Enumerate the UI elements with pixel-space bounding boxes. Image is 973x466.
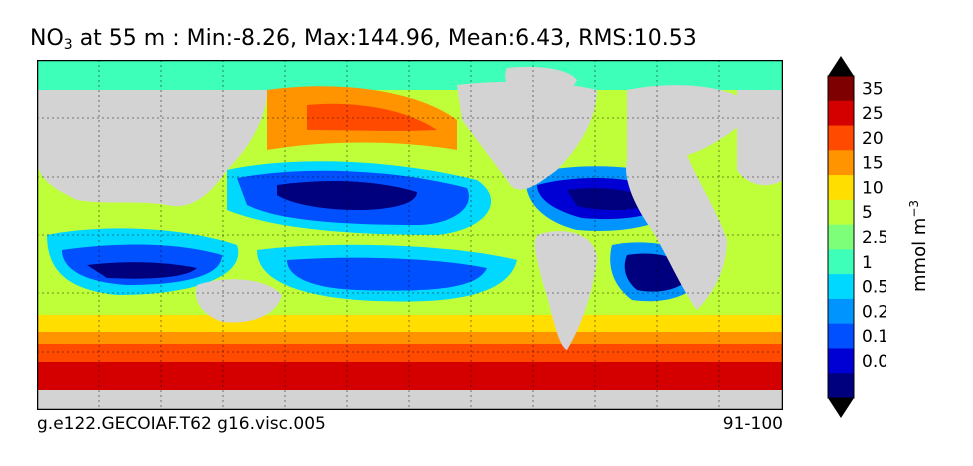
south-pacific-gyre	[287, 257, 487, 291]
land-australia	[195, 279, 282, 323]
land-north-america	[457, 81, 597, 190]
colorbar-tick-label: 35	[862, 79, 884, 99]
colorbar: 35 25 20 15 10 5 2.5 1 0.5 0.25 0.1 0.01	[827, 56, 886, 418]
colorbar-swatch	[828, 348, 854, 374]
colorbar-tick-label: 0.25	[862, 302, 886, 322]
colorbar-swatch	[828, 199, 854, 226]
ocean-nitrate-map	[37, 60, 783, 410]
south-band-15	[37, 332, 783, 346]
colorbar-swatch	[828, 224, 854, 250]
colorbar-swatch	[828, 323, 854, 349]
south-band-20	[37, 344, 783, 364]
colorbar-swatch	[828, 175, 854, 201]
colorbar-tick-label: 2.5	[862, 228, 886, 248]
land-europe-africa	[626, 85, 757, 311]
land-asia-east	[737, 90, 783, 186]
colorbar-swatch	[828, 125, 854, 151]
run-name: g.e122.GECOIAF.T62 g16.visc.005	[37, 414, 326, 434]
land-asia	[37, 90, 267, 207]
colorbar-swatch	[828, 249, 854, 275]
colorbar-swatch	[828, 150, 854, 176]
colorbar-min-arrow	[828, 398, 854, 418]
colorbar-tick-label: 0.1	[862, 327, 886, 347]
colorbar-tick-label: 15	[862, 154, 884, 174]
colorbar-swatch	[828, 76, 854, 102]
colorbar-swatch	[828, 373, 854, 399]
colorbar-tick-label: 25	[862, 104, 884, 124]
south-band-25	[37, 362, 783, 390]
colorbar-border	[827, 75, 855, 399]
indian-gyre-core	[87, 262, 197, 279]
chart-title: NO3 at 55 m : Min:-8.26, Max:144.96, Mea…	[30, 26, 697, 53]
year-range: 91-100	[722, 414, 783, 434]
colorbar-tick-label: 0.01	[862, 352, 886, 372]
colorbar-swatch	[828, 100, 854, 127]
colorbar-tick-label: 20	[862, 129, 884, 149]
north-pacific-core	[307, 103, 437, 131]
colorbar-swatch	[828, 298, 854, 325]
antarctica	[37, 390, 783, 410]
colorbar-tick-label: 1	[862, 253, 873, 273]
colorbar-tick-label: 5	[862, 203, 873, 223]
colorbar-swatch	[828, 274, 854, 300]
colorbar-tick-label: 10	[862, 178, 884, 198]
land-greenland	[505, 66, 577, 104]
colorbar-tick-label: 0.5	[862, 278, 886, 298]
colorbar-units: mmol m−3	[907, 199, 930, 292]
land-south-america	[534, 231, 597, 350]
colorbar-max-arrow	[828, 56, 854, 76]
